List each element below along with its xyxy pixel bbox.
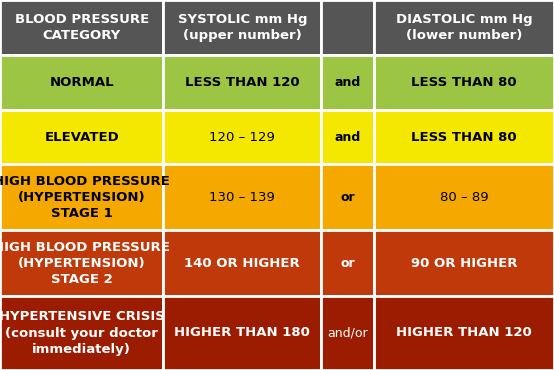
Text: and/or: and/or <box>327 326 368 340</box>
Text: HIGH BLOOD PRESSURE
(HYPERTENSION)
STAGE 1: HIGH BLOOD PRESSURE (HYPERTENSION) STAGE… <box>0 175 170 220</box>
Bar <box>321 55 374 110</box>
Bar <box>321 296 374 370</box>
Bar <box>374 164 554 230</box>
Text: or: or <box>340 257 355 270</box>
Text: DIASTOLIC mm Hg
(lower number): DIASTOLIC mm Hg (lower number) <box>396 13 532 42</box>
Bar <box>163 230 321 296</box>
Text: HIGH BLOOD PRESSURE
(HYPERTENSION)
STAGE 2: HIGH BLOOD PRESSURE (HYPERTENSION) STAGE… <box>0 240 170 286</box>
Text: and: and <box>335 131 361 144</box>
Bar <box>374 296 554 370</box>
Text: LESS THAN 80: LESS THAN 80 <box>411 131 517 144</box>
Text: or: or <box>340 191 355 204</box>
Bar <box>0 110 163 164</box>
Text: 120 – 129: 120 – 129 <box>209 131 275 144</box>
Bar <box>163 0 321 55</box>
Bar <box>374 0 554 55</box>
Bar <box>0 164 163 230</box>
Text: NORMAL: NORMAL <box>49 76 114 89</box>
Text: and: and <box>335 76 361 89</box>
Bar <box>321 110 374 164</box>
Text: LESS THAN 80: LESS THAN 80 <box>411 76 517 89</box>
Bar <box>163 164 321 230</box>
Bar <box>0 230 163 296</box>
Text: 80 – 89: 80 – 89 <box>440 191 488 204</box>
Bar <box>321 230 374 296</box>
Bar <box>0 55 163 110</box>
Text: 90 OR HIGHER: 90 OR HIGHER <box>411 257 517 270</box>
Bar <box>321 0 374 55</box>
Text: HYPERTENSIVE CRISIS
(consult your doctor
immediately): HYPERTENSIVE CRISIS (consult your doctor… <box>0 310 165 356</box>
Bar <box>374 230 554 296</box>
Bar <box>163 110 321 164</box>
Text: LESS THAN 120: LESS THAN 120 <box>185 76 300 89</box>
Text: 130 – 139: 130 – 139 <box>209 191 275 204</box>
Text: BLOOD PRESSURE
CATEGORY: BLOOD PRESSURE CATEGORY <box>14 13 149 42</box>
Bar <box>163 296 321 370</box>
Text: HIGHER THAN 120: HIGHER THAN 120 <box>396 326 532 340</box>
Text: 140 OR HIGHER: 140 OR HIGHER <box>184 257 300 270</box>
Bar <box>321 164 374 230</box>
Text: HIGHER THAN 180: HIGHER THAN 180 <box>175 326 310 340</box>
Text: ELEVATED: ELEVATED <box>44 131 119 144</box>
Bar <box>0 0 163 55</box>
Bar <box>0 296 163 370</box>
Bar <box>374 55 554 110</box>
Bar <box>163 55 321 110</box>
Bar <box>374 110 554 164</box>
Text: SYSTOLIC mm Hg
(upper number): SYSTOLIC mm Hg (upper number) <box>178 13 307 42</box>
